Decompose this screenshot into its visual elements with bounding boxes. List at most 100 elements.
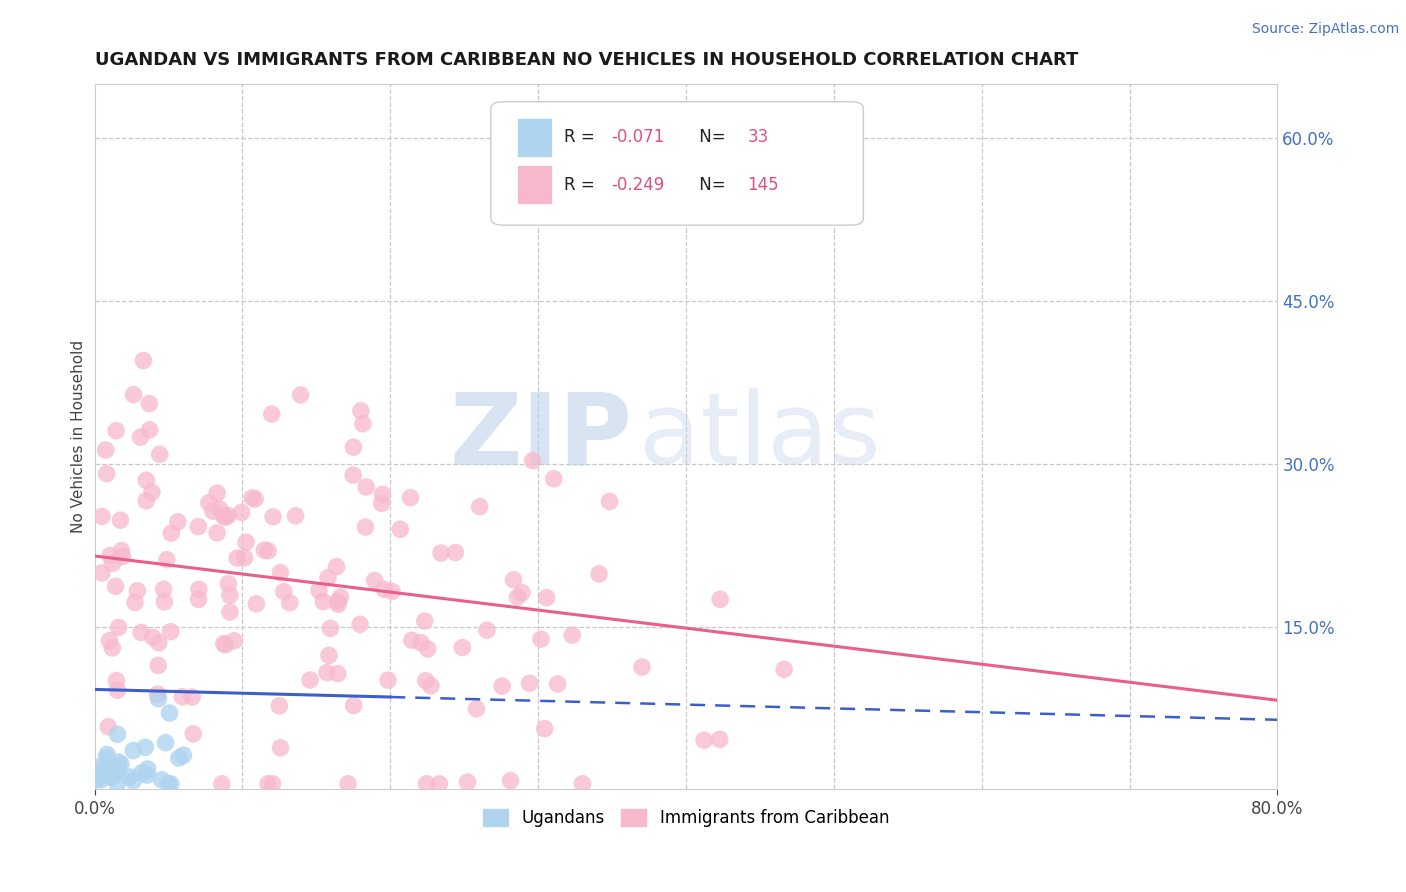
Point: [129, 625, 152, 640]
Point: [97, 762, 120, 776]
Point: [269, 566, 291, 580]
Point: [101, 557, 124, 571]
Point: [84, 761, 107, 775]
Point: [262, 777, 284, 791]
Point: [96, 751, 118, 765]
Point: [337, 777, 360, 791]
Point: [468, 500, 491, 514]
Point: [318, 648, 340, 663]
Point: [148, 658, 170, 673]
Point: [299, 673, 322, 687]
Point: [214, 638, 236, 652]
Point: [510, 585, 533, 599]
Point: [522, 453, 544, 467]
Point: [416, 642, 439, 657]
Point: [136, 768, 159, 782]
Point: [588, 566, 610, 581]
Point: [260, 407, 283, 421]
Point: [98, 549, 121, 563]
Point: [105, 424, 128, 438]
Point: [217, 508, 239, 523]
FancyBboxPatch shape: [517, 118, 553, 157]
Point: [354, 480, 377, 494]
Point: [94, 442, 117, 457]
Point: [465, 702, 488, 716]
Point: [205, 486, 228, 500]
Text: N=: N=: [695, 128, 731, 146]
Point: [148, 636, 170, 650]
Point: [90, 772, 112, 787]
FancyBboxPatch shape: [491, 102, 863, 225]
Point: [253, 543, 276, 558]
Point: [245, 597, 267, 611]
Point: [124, 595, 146, 609]
Point: [354, 520, 377, 534]
Point: [86, 765, 108, 780]
Point: [118, 770, 141, 784]
Point: [506, 590, 529, 604]
Point: [413, 614, 436, 628]
Point: [160, 526, 183, 541]
Text: N=: N=: [695, 176, 731, 194]
Point: [262, 509, 284, 524]
Point: [502, 573, 524, 587]
Point: [245, 491, 267, 506]
Point: [457, 775, 479, 789]
Point: [219, 605, 242, 619]
Point: [329, 590, 352, 604]
Point: [104, 761, 127, 775]
Point: [96, 747, 118, 762]
Point: [148, 691, 170, 706]
Point: [491, 679, 513, 693]
Point: [101, 770, 124, 784]
Point: [273, 584, 295, 599]
Point: [107, 727, 129, 741]
Point: [371, 487, 394, 501]
Point: [159, 706, 181, 720]
Point: [475, 623, 498, 637]
Point: [172, 690, 194, 704]
Point: [105, 673, 128, 688]
Point: [150, 772, 173, 787]
Point: [316, 571, 339, 585]
Point: [399, 491, 422, 505]
Point: [284, 508, 307, 523]
Text: ZIP: ZIP: [450, 388, 633, 485]
Point: [325, 559, 347, 574]
Point: [312, 594, 335, 608]
Point: [235, 535, 257, 549]
Text: R =: R =: [564, 128, 600, 146]
Point: [342, 440, 364, 454]
Text: -0.249: -0.249: [612, 176, 665, 194]
Point: [181, 727, 204, 741]
Point: [156, 552, 179, 566]
Point: [370, 496, 392, 510]
Text: 33: 33: [748, 128, 769, 146]
Point: [173, 748, 195, 763]
Point: [363, 574, 385, 588]
Point: [135, 493, 157, 508]
Point: [129, 430, 152, 444]
Point: [181, 690, 204, 704]
Point: [91, 566, 114, 580]
Text: Source: ZipAtlas.com: Source: ZipAtlas.com: [1251, 22, 1399, 37]
Point: [211, 777, 233, 791]
Point: [233, 550, 256, 565]
Point: [84, 768, 107, 782]
Point: [429, 777, 451, 791]
Point: [328, 597, 350, 611]
Point: [110, 757, 132, 772]
Point: [451, 640, 474, 655]
Point: [401, 633, 423, 648]
Text: R =: R =: [564, 176, 600, 194]
Point: [530, 632, 553, 647]
Point: [107, 620, 129, 634]
Point: [159, 777, 181, 791]
Point: [101, 763, 124, 777]
Point: [101, 640, 124, 655]
Point: [122, 744, 145, 758]
Point: [159, 624, 181, 639]
Point: [96, 467, 118, 481]
Point: [231, 506, 253, 520]
Point: [132, 353, 155, 368]
